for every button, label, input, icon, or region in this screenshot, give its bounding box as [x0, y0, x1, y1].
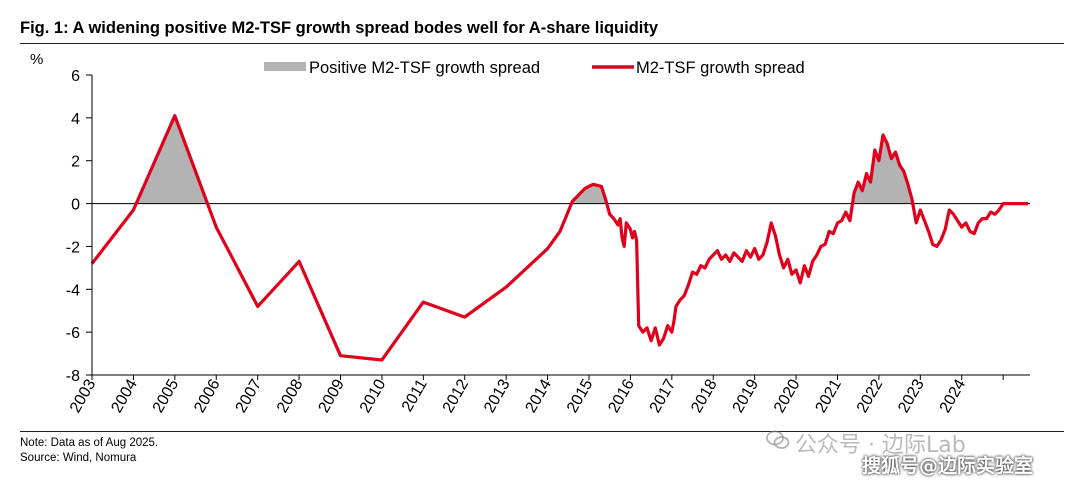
- title-divider: [20, 43, 1064, 44]
- notes: Note: Data as of Aug 2025. Source: Wind,…: [20, 436, 158, 466]
- x-tick-label: 2016: [605, 376, 638, 415]
- watermark-text: 公众号 · 边际Lab: [795, 433, 966, 458]
- x-tick-label: 2006: [191, 376, 224, 415]
- plot-layer: [90, 114, 1030, 362]
- legend-fill-label: Positive M2-TSF growth spread: [309, 59, 540, 77]
- x-tick-label: 2022: [854, 376, 887, 415]
- legend-fill-swatch: [264, 62, 306, 71]
- y-tick-label: -6: [66, 325, 80, 342]
- y-tick-label: 2: [71, 154, 80, 171]
- series-line-m2-tsf: [90, 114, 1028, 362]
- legend: Positive M2-TSF growth spread M2-TSF gro…: [264, 59, 805, 77]
- footer-divider: [20, 431, 1064, 432]
- x-tick-label: 2007: [233, 376, 266, 415]
- y-tick-label: 0: [71, 197, 80, 214]
- x-tick-label: 2011: [399, 376, 431, 414]
- x-tick-label: 2009: [315, 376, 348, 415]
- x-tick-label: 2023: [895, 376, 928, 415]
- x-tick-label: 2004: [108, 376, 141, 415]
- x-tick-label: 2005: [150, 376, 183, 415]
- y-tick-label: 6: [71, 68, 80, 85]
- x-tick-label: 2024: [937, 376, 970, 415]
- x-tick-label: 2013: [481, 376, 514, 415]
- y-axis-unit: %: [30, 51, 43, 68]
- source-text: Source: Wind, Nomura: [20, 452, 137, 464]
- x-tick-label: 2020: [771, 376, 804, 415]
- figure-title: Fig. 1: A widening positive M2-TSF growt…: [20, 19, 659, 37]
- x-tick-label: 2010: [357, 376, 390, 415]
- x-tick-label: 2014: [523, 376, 556, 415]
- x-tick-label: 2018: [688, 376, 721, 415]
- x-tick-label: 2021: [812, 376, 845, 415]
- y-tick-label: -2: [66, 239, 80, 256]
- y-tick-label: 4: [71, 111, 80, 128]
- x-tick-label: 2008: [274, 376, 307, 415]
- wechat-icon: [766, 430, 790, 449]
- x-tick-label: 2019: [730, 376, 763, 415]
- x-tick-label: 2017: [647, 376, 680, 415]
- y-tick-label: -8: [66, 368, 80, 385]
- y-tick-label: -4: [66, 282, 80, 299]
- x-tick-label: 2012: [440, 376, 473, 415]
- legend-line-label: M2-TSF growth spread: [636, 59, 805, 77]
- platform-badge: 搜狐号@边际实验室: [862, 455, 1034, 477]
- x-tick-label: 2015: [564, 376, 597, 415]
- positive-spread-area: [136, 115, 913, 204]
- note-text: Note: Data as of Aug 2025.: [20, 437, 159, 449]
